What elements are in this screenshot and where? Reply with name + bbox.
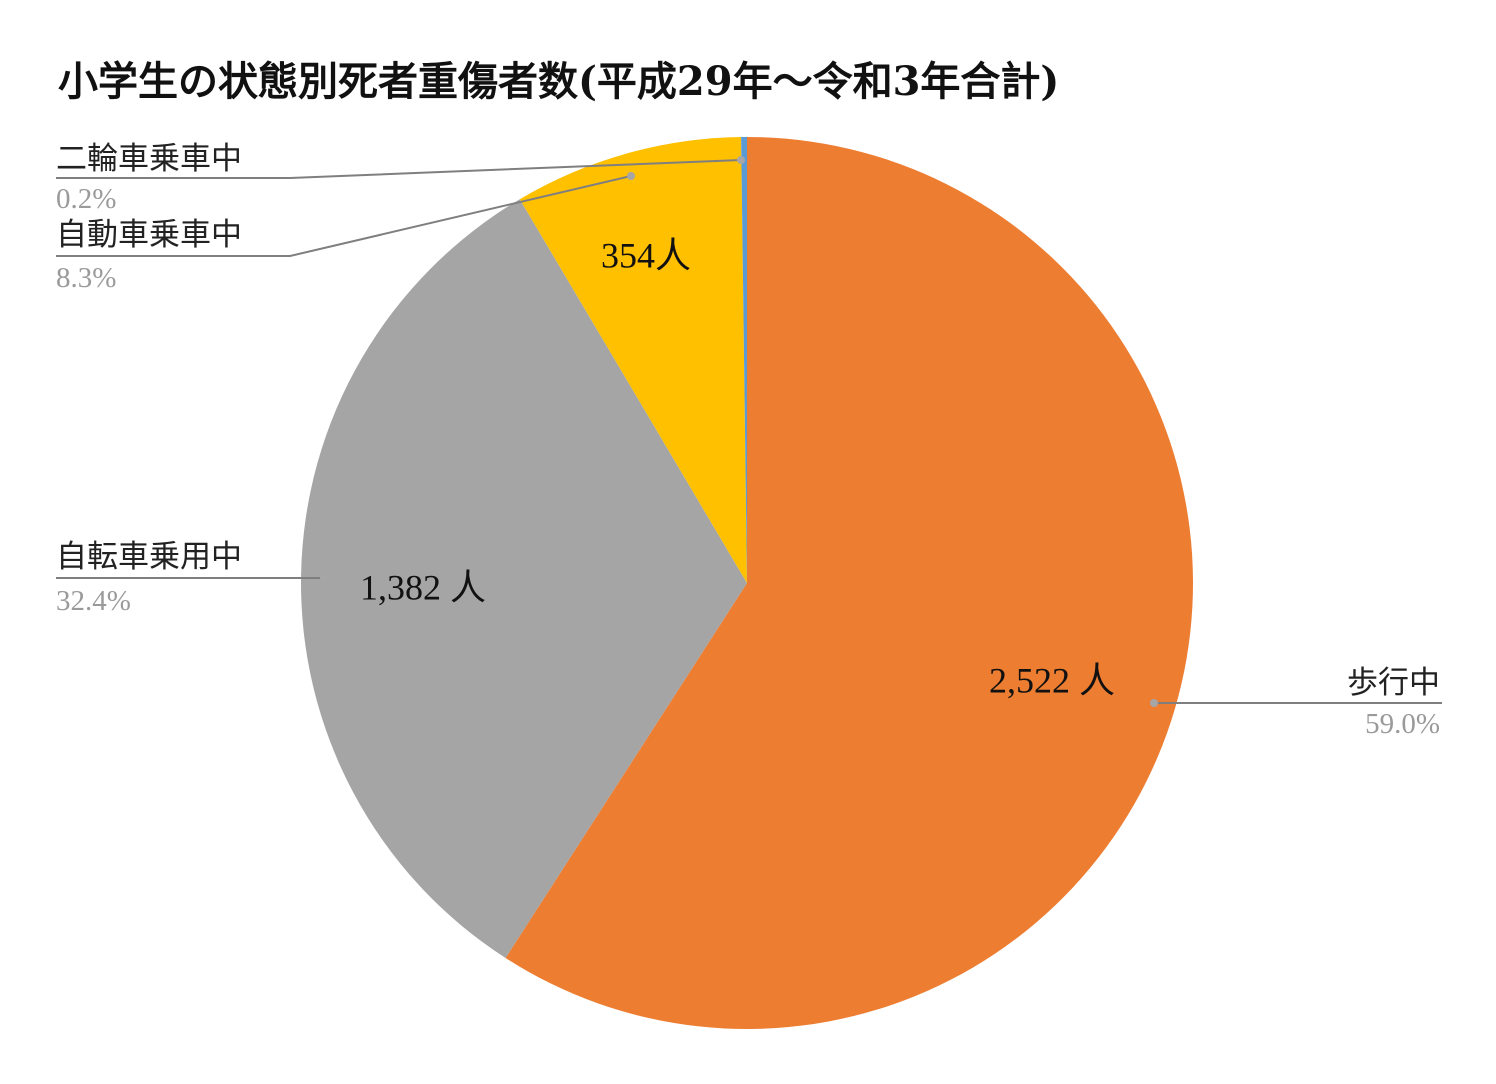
value-label-2: 1,382 人 [360,567,486,607]
pie-slice-1 [505,137,1194,1029]
leader-line-3 [56,175,632,257]
category-label-4: 二輪車乗車中 [56,141,242,177]
pie-slice-4 [741,137,747,583]
leader-dot-4 [737,156,745,164]
pie-slice-2 [301,199,747,958]
value-labels: 2,522 人 1,382 人 354人 [360,235,1115,700]
percent-label-2: 32.4% [56,585,131,617]
category-label-3: 自動車乗車中 [56,217,242,253]
pie-slices [301,137,1194,1029]
value-label-1: 2,522 人 [989,660,1115,700]
percent-label-4: 0.2% [56,183,116,215]
leader-dot-1 [1150,699,1158,707]
leader-line-4 [56,159,742,179]
chart-title: 小学生の状態別死者重傷者数(平成29年〜令和3年合計) [58,58,1059,105]
leader-dot-2 [320,574,328,582]
percent-label-1: 59.0% [1365,708,1440,740]
category-label-2: 自転車乗用中 [56,539,242,575]
percent-label-3: 8.3% [56,262,116,294]
value-label-3: 354人 [601,235,691,275]
leader-dot-3 [627,172,635,180]
slice-callouts: 歩行中 59.0% 自転車乗用中 32.4% 自動車乗車中 8.3% 二輪車乗車中 0.2% [56,141,1442,740]
pie-slice-3 [519,137,747,584]
category-label-1: 歩行中 [1347,665,1440,701]
